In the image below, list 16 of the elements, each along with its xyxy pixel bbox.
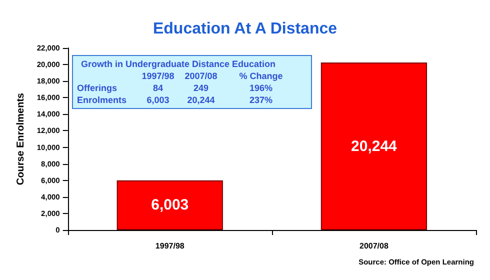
annotation: 84	[152, 83, 164, 93]
annotation: Growth in Undergraduate Distance Education	[81, 59, 276, 69]
annotation: % Change	[239, 71, 283, 81]
annotation: 249	[193, 83, 209, 93]
annotation: 1997/98	[142, 71, 174, 81]
annotation: 6,003	[146, 95, 170, 105]
annotation: Offerings	[77, 83, 118, 93]
annotation: 20,244	[187, 95, 215, 105]
data-label: 20,244	[351, 138, 398, 155]
annotation: 196%	[249, 83, 273, 93]
annotation: Enrolments	[77, 95, 127, 105]
data-label: 6,003	[151, 196, 189, 214]
y-axis-title: Course Enrolments	[16, 92, 26, 186]
annotation: 2007/08	[184, 71, 218, 81]
annotation: 237%	[249, 95, 273, 105]
chart-title: Education At A Distance	[152, 20, 338, 38]
